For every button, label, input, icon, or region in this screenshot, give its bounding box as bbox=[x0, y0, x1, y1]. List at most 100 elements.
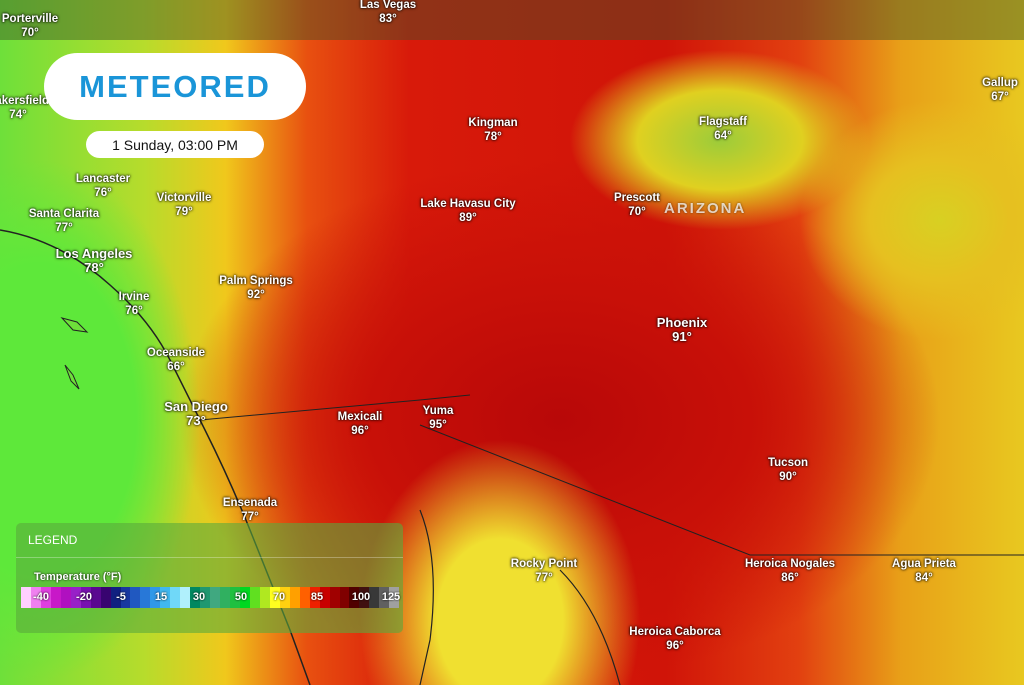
city-label[interactable]: Victorville 79° bbox=[157, 191, 212, 219]
city-label[interactable]: Los Angeles 78° bbox=[56, 247, 133, 275]
city-label[interactable]: Ensenada 77° bbox=[223, 496, 277, 524]
scale-swatch bbox=[120, 587, 131, 608]
city-temp: 96° bbox=[351, 425, 369, 437]
scale-swatch bbox=[389, 587, 400, 608]
scale-tick-label: 85 bbox=[310, 591, 324, 603]
city-label[interactable]: Porterville 70° bbox=[2, 12, 58, 40]
city-label[interactable]: San Diego 73° bbox=[164, 400, 228, 428]
scale-tick-label: -20 bbox=[76, 591, 92, 603]
scale-swatch bbox=[379, 587, 390, 608]
scale-swatch bbox=[100, 587, 111, 608]
scale-swatch bbox=[70, 587, 81, 608]
city-label[interactable]: Yuma 95° bbox=[423, 404, 454, 432]
city-temp: 74° bbox=[9, 109, 27, 121]
scale-swatch bbox=[369, 587, 380, 608]
scale-swatch bbox=[230, 587, 240, 608]
scale-tick-label: 70 bbox=[272, 591, 286, 603]
scale-swatch bbox=[279, 587, 290, 608]
city-name: Agua Prieta bbox=[892, 558, 956, 570]
city-label[interactable]: Heroica Caborca 96° bbox=[629, 625, 720, 653]
scale-swatch bbox=[309, 587, 320, 608]
city-temp: 78° bbox=[484, 131, 502, 143]
city-temp: 64° bbox=[714, 130, 732, 142]
city-temp: 70° bbox=[21, 27, 39, 39]
scale-swatch bbox=[289, 587, 300, 608]
scale-tick-label: 125 bbox=[381, 591, 401, 603]
scale-swatch bbox=[249, 587, 260, 608]
city-temp: 73° bbox=[186, 413, 206, 428]
city-label[interactable]: Tucson 90° bbox=[768, 456, 808, 484]
city-temp: 91° bbox=[672, 329, 692, 344]
city-name: Heroica Caborca bbox=[629, 626, 721, 638]
meteored-logo[interactable]: METEORED bbox=[44, 53, 306, 120]
scale-tick-label: 30 bbox=[192, 591, 206, 603]
city-temp: 96° bbox=[666, 640, 684, 652]
scale-swatch bbox=[50, 587, 61, 608]
city-label[interactable]: Gallup 67° bbox=[982, 76, 1018, 104]
scale-swatch bbox=[60, 587, 71, 608]
city-label[interactable]: Flagstaff 64° bbox=[699, 115, 747, 143]
city-label[interactable]: Palm Springs 92° bbox=[219, 274, 293, 302]
city-label[interactable]: Irvine 76° bbox=[119, 290, 150, 318]
scale-swatch bbox=[180, 587, 191, 608]
logo-text: METEORED bbox=[79, 68, 271, 104]
scale-swatch bbox=[170, 587, 181, 608]
scale-tick-label: -5 bbox=[116, 591, 126, 603]
city-temp: 77° bbox=[535, 572, 553, 584]
scale-swatch bbox=[319, 587, 330, 608]
scale-tick-label: 100 bbox=[351, 591, 371, 603]
city-name: Mexicali bbox=[337, 411, 383, 423]
scale-swatch bbox=[339, 587, 350, 608]
scale-swatch bbox=[160, 587, 171, 608]
city-name: Rocky Point bbox=[510, 558, 578, 570]
city-label[interactable]: Rocky Point 77° bbox=[511, 557, 577, 585]
city-name: Bakersfield bbox=[0, 95, 50, 107]
city-label[interactable]: Kingman 78° bbox=[468, 116, 517, 144]
city-name: Prescott bbox=[613, 192, 661, 204]
scale-swatch bbox=[30, 587, 41, 608]
city-label[interactable]: Bakersfield 74° bbox=[0, 94, 49, 122]
city-temp: 66° bbox=[167, 361, 185, 373]
city-label[interactable]: Agua Prieta 84° bbox=[892, 557, 956, 585]
color-scale bbox=[21, 587, 400, 608]
city-temp: 84° bbox=[915, 572, 933, 584]
city-temp: 77° bbox=[241, 511, 259, 523]
legend-variable: Temperature (°F) bbox=[34, 571, 122, 583]
city-name: Yuma bbox=[422, 405, 454, 417]
city-label[interactable]: Prescott 70° bbox=[614, 191, 660, 219]
city-name: Victorville bbox=[156, 192, 212, 204]
scale-swatch bbox=[210, 587, 221, 608]
city-label[interactable]: Santa Clarita 77° bbox=[29, 207, 99, 235]
city-label[interactable]: Heroica Nogales 86° bbox=[745, 557, 835, 585]
city-temp: 79° bbox=[175, 206, 193, 218]
city-label[interactable]: Phoenix 91° bbox=[657, 316, 708, 344]
scale-swatch bbox=[299, 587, 310, 608]
scale-swatch bbox=[200, 587, 211, 608]
city-temp: 70° bbox=[628, 206, 646, 218]
city-temp: 89° bbox=[459, 212, 477, 224]
scale-swatch bbox=[140, 587, 151, 608]
city-label[interactable]: Oceanside 66° bbox=[147, 346, 205, 374]
scale-tick-label: 15 bbox=[154, 591, 168, 603]
scale-swatch bbox=[110, 587, 121, 608]
legend-title[interactable]: LEGEND bbox=[16, 523, 403, 558]
city-label[interactable]: Mexicali 96° bbox=[338, 410, 383, 438]
timestamp-pill[interactable]: 1 Sunday, 03:00 PM bbox=[86, 131, 264, 158]
scale-tick-label: -40 bbox=[33, 591, 49, 603]
state-label: ARIZONA bbox=[664, 200, 747, 217]
city-label[interactable]: Lake Havasu City 89° bbox=[420, 197, 515, 225]
city-name: San Diego bbox=[164, 399, 228, 414]
city-name: Santa Clarita bbox=[28, 208, 100, 220]
city-temp: 90° bbox=[779, 471, 797, 483]
scale-swatch bbox=[130, 587, 141, 608]
city-temp: 86° bbox=[781, 572, 799, 584]
city-label[interactable]: Lancaster 76° bbox=[76, 172, 130, 200]
legend-panel: LEGEND Temperature (°F) -40 -20 -5 15 30 50 70… bbox=[16, 523, 403, 633]
city-temp: 78° bbox=[84, 260, 104, 275]
city-name: Los Angeles bbox=[55, 246, 133, 261]
city-name: Gallup bbox=[982, 77, 1018, 89]
city-label[interactable]: Las Vegas 83° bbox=[360, 0, 416, 26]
city-temp: 67° bbox=[991, 91, 1009, 103]
city-name: Heroica Nogales bbox=[744, 558, 836, 570]
scale-swatch bbox=[220, 587, 231, 608]
